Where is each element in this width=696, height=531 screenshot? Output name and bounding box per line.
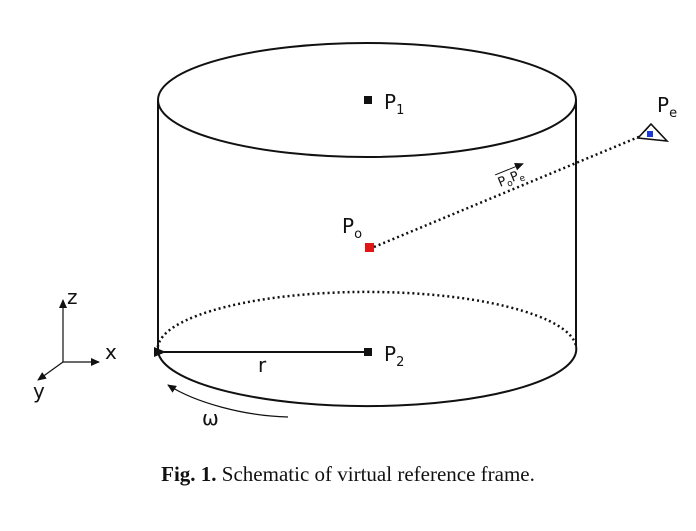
omega-label: ω bbox=[202, 406, 219, 430]
pe-label: Pe bbox=[657, 93, 677, 121]
po-marker bbox=[365, 243, 374, 252]
axis-z-label: z bbox=[67, 285, 78, 309]
figure-number: Fig. 1. bbox=[161, 462, 217, 486]
cylinder-bottom-front bbox=[157, 345, 578, 408]
po-pe-dotted-line bbox=[373, 134, 642, 249]
radius-label: r bbox=[258, 353, 267, 377]
p1-label: P1 bbox=[384, 90, 404, 118]
p2-label: P2 bbox=[384, 342, 404, 370]
reference-frame-diagram: r P1 P2 Po PoPe Pe ω z x y bbox=[33, 42, 677, 430]
po-label: Po bbox=[342, 214, 362, 242]
axis-x-label: x bbox=[105, 340, 117, 364]
p1-marker bbox=[364, 96, 372, 104]
rotation-arrow bbox=[167, 384, 289, 418]
camera-frustum-icon bbox=[636, 122, 670, 143]
figure-caption-text: Schematic of virtual reference frame. bbox=[221, 462, 535, 486]
vector-label: PoPe bbox=[494, 162, 528, 193]
svg-text:PoPe: PoPe bbox=[496, 167, 528, 193]
p2-marker bbox=[364, 348, 372, 356]
figure-caption: Fig. 1. Schematic of virtual reference f… bbox=[0, 462, 696, 487]
cylinder-bottom-back-dotted bbox=[156, 290, 578, 353]
axis-y-label: y bbox=[33, 379, 45, 403]
axes-triad bbox=[37, 299, 100, 381]
